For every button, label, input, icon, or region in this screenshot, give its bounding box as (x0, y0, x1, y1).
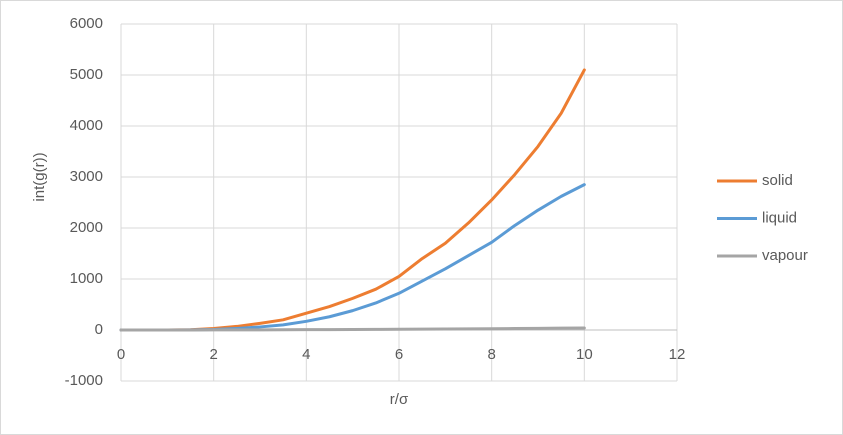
x-tick-label: 2 (209, 346, 217, 363)
legend-label: solid (762, 172, 793, 189)
y-tick-label: 1000 (70, 270, 103, 287)
y-axis-title: int(g(r)) (31, 152, 48, 201)
series-line (119, 326, 586, 332)
x-tick-label: 10 (576, 346, 593, 363)
y-tick-label: 2000 (70, 219, 103, 236)
legend-label: vapour (762, 247, 808, 264)
x-axis-title: r/σ (390, 391, 409, 408)
y-tick-label: 3000 (70, 168, 103, 185)
y-tick-label: 4000 (70, 117, 103, 134)
x-tick-label: 0 (117, 346, 125, 363)
legend-label: liquid (762, 209, 797, 226)
x-tick-label: 12 (669, 346, 686, 363)
y-tick-label: 6000 (70, 15, 103, 32)
x-tick-label: 8 (487, 346, 495, 363)
x-tick-label: 6 (395, 346, 403, 363)
y-tick-label: -1000 (65, 372, 103, 389)
y-tick-label: 5000 (70, 66, 103, 83)
y-tick-label: 0 (95, 321, 103, 338)
x-tick-label: 4 (302, 346, 310, 363)
